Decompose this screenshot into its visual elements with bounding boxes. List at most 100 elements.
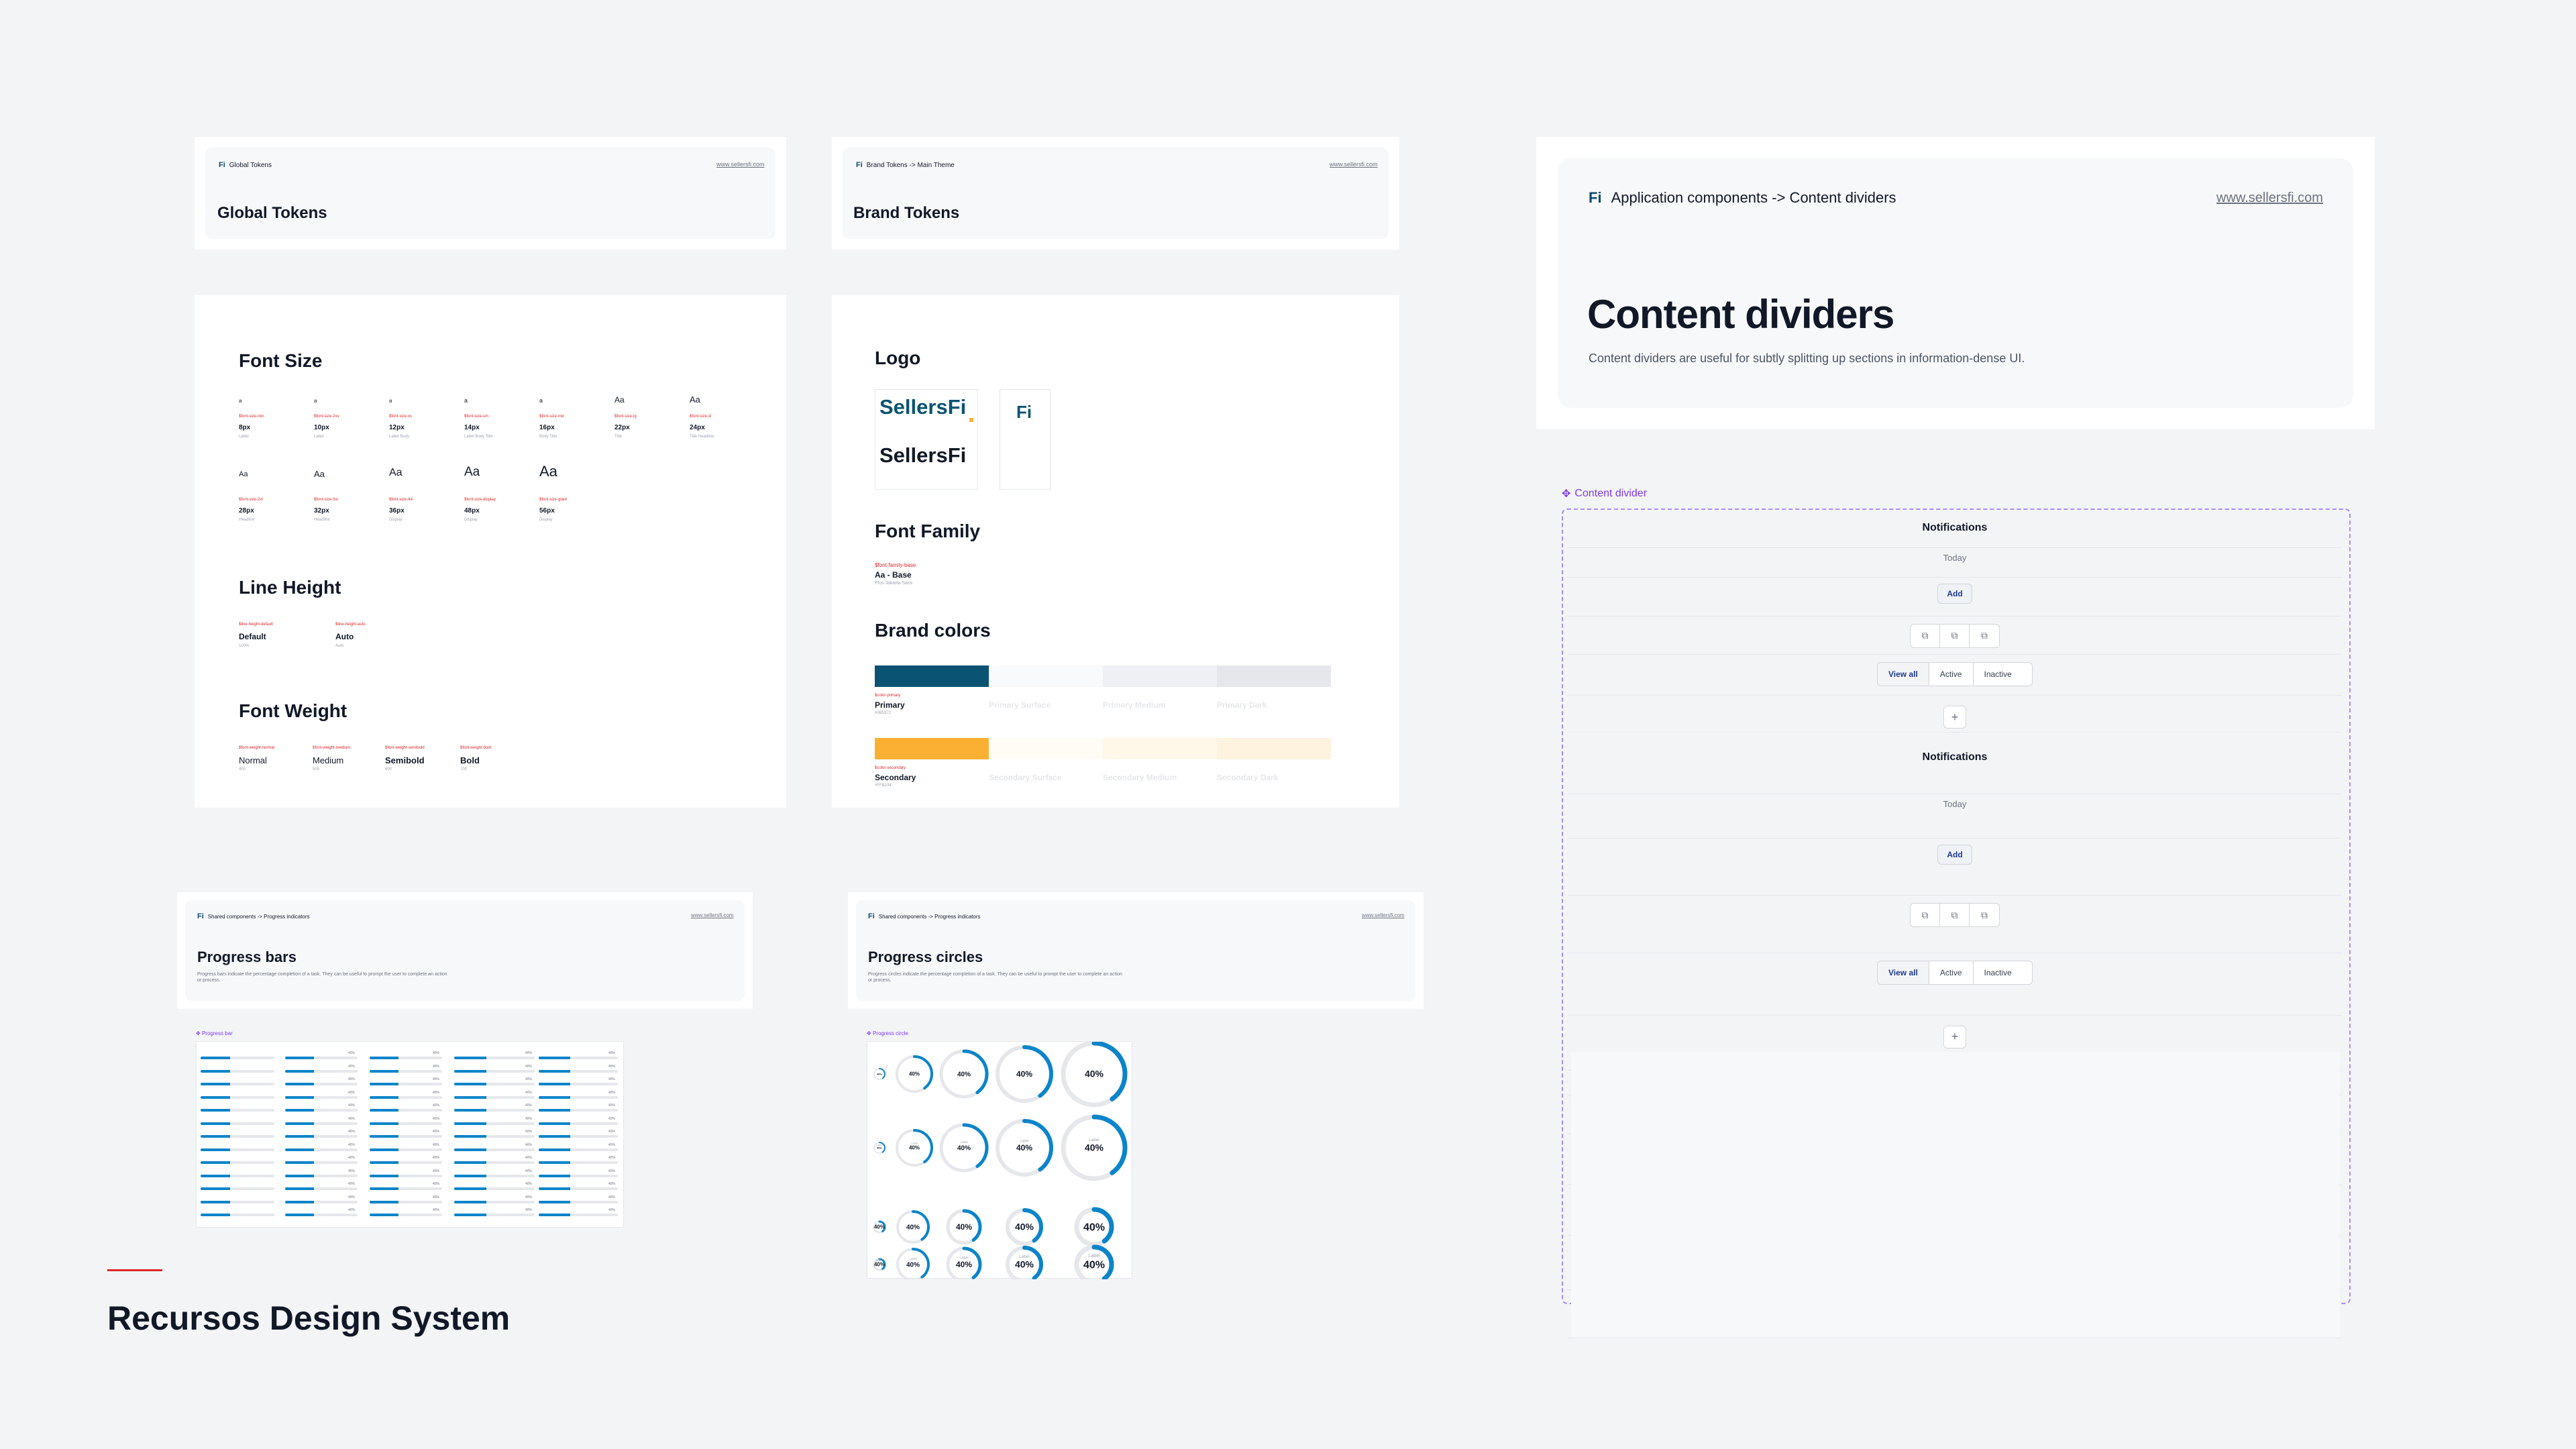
progress-circle-fill [996,1045,1053,1103]
progress-circle-label: Label [876,1143,883,1146]
progress-bar-label: 40% [608,1130,616,1134]
website-link[interactable]: www.sellersfi.com [716,161,765,168]
progress-circle: 40%Label [996,1119,1053,1177]
progress-circle-fill [1006,1246,1043,1283]
divider-label-today: Today [1943,553,1967,564]
progress-bar [370,1200,442,1203]
color-label: Secondary Dark [1217,773,1279,782]
progress-bar-label: 40% [608,1208,616,1212]
link-icon[interactable]: ⧉ [1911,904,1940,927]
font-family-name: Plus Jakarta Sans [875,581,913,586]
link-icon[interactable]: ⧉ [1940,904,1970,927]
website-link[interactable]: www.sellersfi.com [691,912,734,918]
progress-bar-fill [539,1109,571,1112]
font-size-token: $font-size-3xl [314,498,338,502]
filter-view-all-button[interactable]: View all [1878,662,1929,686]
link-icon[interactable]: ⧉ [1981,630,1988,641]
progress-bar-label: 40% [525,1090,533,1095]
progress-bar-fill [454,1083,486,1085]
divider-line [1567,653,2341,655]
font-size-usage: Label Body [389,435,410,439]
progress-circle: 40%Label [1061,1114,1128,1181]
website-link[interactable]: www.sellersfi.com [2216,191,2323,205]
progress-bar-fill [539,1083,571,1085]
component-icon: ✥ [867,1030,873,1036]
logo-mark: Fi [1016,402,1032,422]
font-weight-heading: Font Weight [239,700,347,721]
add-icon-button[interactable]: + [1943,706,1966,729]
progress-bar-label: 40% [348,1090,356,1095]
progress-bar-label: 40% [433,1195,440,1199]
progress-bar-fill [201,1069,230,1073]
add-button[interactable]: Add [1937,584,1972,604]
footer-accent-line [107,1269,162,1271]
progress-bar [370,1095,442,1099]
page-title: Brand Tokens [853,204,960,222]
font-size-token: $font-size-xs [389,415,413,419]
progress-circle: 40% [896,1210,930,1244]
logo-primary: SellersFi [879,395,967,419]
link-icon[interactable]: ⧉ [1911,624,1940,647]
progress-bar-fill [285,1083,315,1085]
progress-circle-fill [873,1068,885,1080]
progress-bar-fill [454,1161,486,1164]
progress-circle-value: 40% [1015,1222,1034,1232]
font-size-sample: a [314,398,317,404]
progress-bar [370,1069,442,1073]
progress-bar [539,1200,618,1203]
line-height-token: $line-height-auto [335,623,366,627]
add-icon-button[interactable]: + [1943,1025,1966,1049]
progress-circle-value: 40% [1085,1142,1104,1153]
filter-inactive-button[interactable]: Inactive [1984,968,2012,978]
brand-colors-heading: Brand colors [875,620,991,641]
progress-bar-label: 40% [348,1208,356,1212]
font-size-sample: Aa [314,469,325,479]
progress-circles-header-card: Fi Shared components -> Progress indicat… [848,892,1424,1009]
divider-title: Notifications [1922,751,1988,763]
progress-bar [370,1148,442,1151]
icon-button-group: ⧉⧉⧉ [1910,623,2000,648]
website-link[interactable]: www.sellersfi.com [1330,161,1378,168]
brand-mark-icon: Fi [868,912,875,920]
progress-bar-fill [201,1187,230,1190]
progress-circle-label: Label [909,1257,916,1260]
progress-bar [285,1174,358,1177]
progress-bar-label: 40% [608,1051,616,1055]
link-icon[interactable]: ⧉ [1940,624,1970,647]
progress-circle-label: Label [1020,1140,1028,1144]
font-size-sample: a [239,398,242,404]
filter-inactive-button[interactable]: Inactive [1984,669,2012,679]
add-button[interactable]: Add [1937,844,1972,865]
filter-view-all-button[interactable]: View all [1878,961,1929,985]
progress-bar-fill [370,1057,399,1059]
progress-bar-fill [370,1095,399,1099]
component-label: ✥ Content divider [1562,487,1647,500]
primary-color-swatch [875,665,989,687]
brand-mark-icon: Fi [1589,189,1602,206]
divider-line [1567,577,2341,578]
font-size-sample: Aa [614,395,625,405]
website-link[interactable]: www.sellersfi.com [1362,912,1405,918]
progress-bar-label: 40% [348,1195,356,1199]
progress-bar-fill [201,1095,230,1099]
progress-circle: 40% [896,1055,933,1093]
progress-bar-fill [285,1095,315,1099]
font-size-token: $font-size-sm [464,415,489,419]
progress-bar-fill [201,1135,230,1138]
divider-row-background [1571,1133,2340,1185]
progress-bar [370,1109,442,1112]
progress-bar [539,1083,618,1085]
progress-circle: 40% [873,1068,885,1080]
link-icon[interactable]: ⧉ [1981,909,1988,920]
global-tokens-header-card: Fi Global Tokens www.sellersfi.com Globa… [195,137,786,250]
progress-bar [454,1109,535,1112]
line-height-heading: Line Height [239,577,341,598]
filter-active-button[interactable]: Active [1929,961,1974,985]
progress-bar-fill [285,1057,315,1059]
progress-circle-value: 40% [1015,1259,1034,1270]
font-size-value: 22px [614,424,630,431]
filter-active-button[interactable]: Active [1929,662,1974,686]
font-weight-token: $font-weight-normal [239,746,275,750]
color-label: Secondary [875,773,916,782]
progress-bar-label: 40% [525,1051,533,1055]
